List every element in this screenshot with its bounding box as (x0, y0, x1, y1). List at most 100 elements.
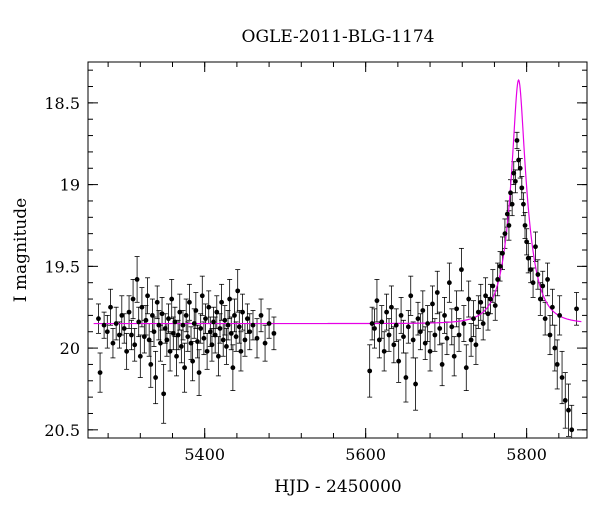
data-point (228, 330, 234, 336)
data-point (96, 316, 101, 322)
data-point (242, 337, 248, 343)
data-point (141, 334, 147, 340)
data-point (569, 427, 575, 433)
data-point (235, 288, 241, 294)
data-point (420, 308, 426, 313)
data-point (446, 280, 452, 286)
data-point (449, 324, 455, 330)
data-point (149, 312, 155, 318)
data-point (554, 362, 560, 367)
model-curve (93, 78, 582, 325)
data-point (148, 362, 154, 367)
data-point (471, 316, 476, 322)
data-point (398, 312, 404, 318)
data-point (393, 322, 399, 328)
data-point (209, 342, 215, 348)
y-tick-label: 18.5 (44, 94, 80, 113)
plot-frame (87, 61, 588, 439)
data-point (182, 365, 187, 371)
data-point (220, 337, 226, 343)
data-point (535, 272, 541, 277)
data-point (262, 340, 268, 346)
y-tick-label: 20 (60, 339, 80, 358)
y-tick-label: 20.5 (44, 421, 80, 440)
data-point (514, 138, 520, 143)
data-point (492, 303, 498, 308)
data-point (185, 334, 191, 340)
data-point (463, 365, 469, 371)
data-point (119, 312, 125, 318)
data-point (522, 223, 528, 228)
data-point (136, 319, 142, 325)
data-point (110, 340, 116, 346)
data-point (177, 309, 183, 315)
data-point (225, 322, 231, 328)
data-point (478, 299, 484, 305)
data-point (195, 339, 200, 344)
data-point (430, 301, 435, 307)
data-point (504, 211, 510, 217)
data-point (172, 319, 178, 325)
data-point (417, 329, 423, 335)
data-point (475, 309, 481, 315)
data-point (162, 326, 168, 331)
data-point (500, 250, 505, 256)
data-point (183, 312, 189, 318)
data-point (174, 353, 179, 359)
data-point (389, 304, 394, 310)
data-point (376, 337, 382, 343)
data-point (137, 353, 143, 359)
data-point (129, 332, 134, 338)
data-point (372, 326, 377, 331)
data-point (516, 157, 521, 163)
data-point (188, 340, 194, 346)
data-point (367, 368, 373, 374)
data-point (207, 329, 213, 335)
data-point (559, 375, 565, 380)
data-point (521, 201, 526, 207)
data-point (508, 190, 513, 196)
data-point (227, 296, 233, 302)
data-point (524, 239, 530, 245)
data-point (432, 332, 438, 338)
data-point (113, 321, 119, 326)
data-point (217, 326, 223, 331)
data-point (236, 324, 242, 330)
data-point (153, 375, 159, 380)
minor-ticks (88, 62, 587, 438)
data-point (410, 337, 416, 343)
data-point (254, 335, 260, 341)
data-point (468, 337, 474, 343)
data-point (506, 223, 512, 228)
data-point (169, 296, 175, 302)
data-point (266, 321, 272, 326)
data-point (130, 296, 136, 302)
y-tick-label: 19.5 (44, 257, 80, 276)
data-point (161, 391, 167, 397)
data-point (151, 329, 157, 335)
data-point (126, 309, 132, 315)
data-point (552, 345, 558, 351)
data-point (574, 306, 579, 312)
data-point (124, 348, 130, 354)
data-point (533, 244, 538, 250)
data-point (101, 322, 107, 328)
data-point (566, 407, 571, 413)
data-point (381, 348, 387, 354)
data-point (384, 309, 389, 315)
data-point (517, 165, 523, 171)
data-point (540, 283, 546, 289)
data-point (244, 316, 250, 322)
data-point (159, 311, 165, 317)
data-point (439, 362, 445, 367)
data-point (528, 267, 534, 273)
data-point (199, 293, 205, 299)
major-ticks (88, 62, 587, 438)
x-tick-label: 5400 (184, 445, 225, 464)
data-point (222, 317, 228, 323)
data-point (206, 304, 212, 310)
data-point (466, 296, 472, 302)
data-point (233, 334, 239, 340)
data-point (212, 332, 218, 338)
data-point (451, 353, 457, 359)
